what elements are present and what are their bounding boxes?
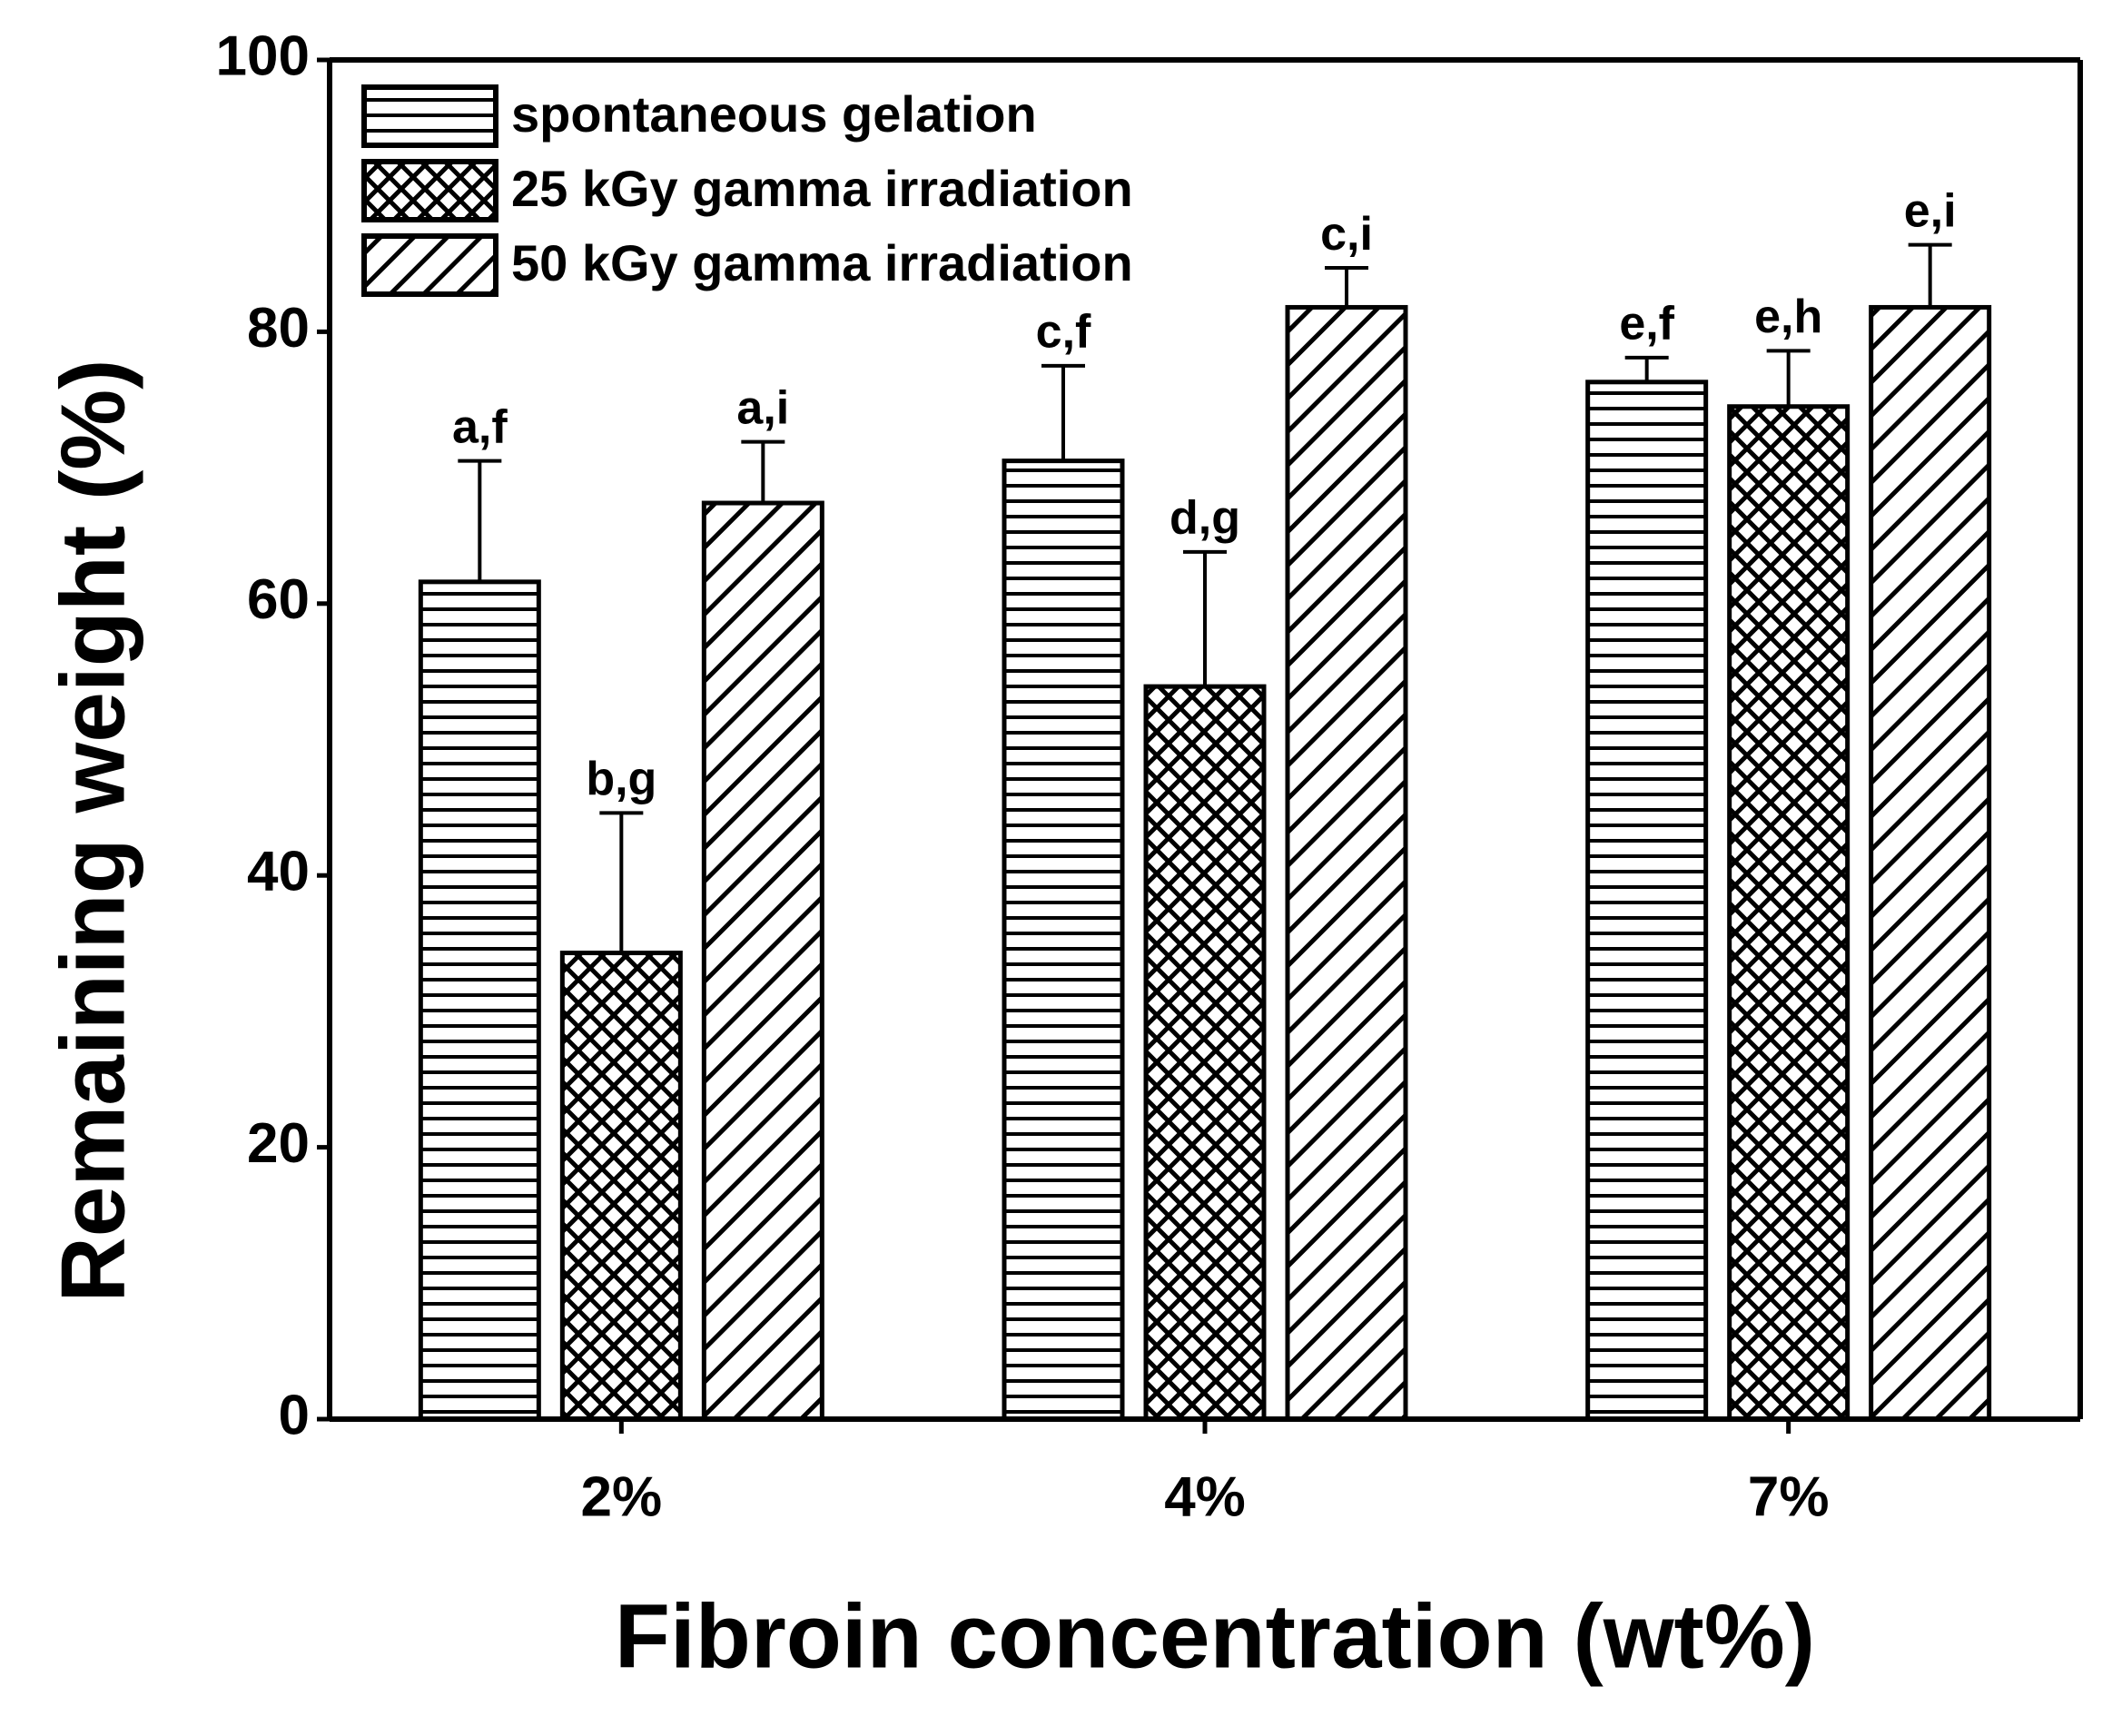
x-axis-title: Fibroin concentration (wt%) [615,1585,1815,1687]
x-tick-label: 7% [1748,1465,1830,1528]
legend-swatch [361,84,498,148]
legend-label: spontaneous gelation [511,85,1037,143]
bar-annotation: c,i [1320,208,1373,261]
bar-annotation: e,i [1904,184,1957,237]
bar [559,951,683,1422]
y-axis-title: Remaining weight (%) [42,360,143,1303]
bar-annotation: a,f [452,400,508,453]
bar-annotation: d,g [1169,492,1240,545]
y-tick-label: 80 [247,297,310,360]
bar [1869,304,1992,1422]
y-tick-label: 20 [247,1112,310,1175]
bar [1727,404,1850,1422]
y-tick-label: 40 [247,841,310,903]
legend-label: 50 kGy gamma irradiation [511,234,1133,291]
legend-swatch [361,159,498,222]
bar-annotation: c,f [1036,306,1091,359]
bar [1002,459,1125,1422]
bar-annotation: a,i [736,381,789,434]
bar-annotation: e,f [1619,298,1674,350]
x-tick-label: 4% [1164,1465,1246,1528]
y-tick-label: 60 [247,568,310,631]
bar-annotation: e,h [1754,291,1822,343]
legend-swatch [361,233,498,297]
y-tick-label: 0 [279,1384,310,1446]
bar [1285,304,1408,1422]
bar [701,500,824,1422]
bar [418,579,541,1422]
y-tick-label: 100 [216,25,310,87]
x-tick-label: 2% [581,1465,663,1528]
bar [1585,380,1709,1422]
bar [1143,684,1267,1422]
legend-background [348,67,1292,303]
bar-annotation: b,g [586,753,656,805]
legend-label: 25 kGy gamma irradiation [511,160,1133,217]
